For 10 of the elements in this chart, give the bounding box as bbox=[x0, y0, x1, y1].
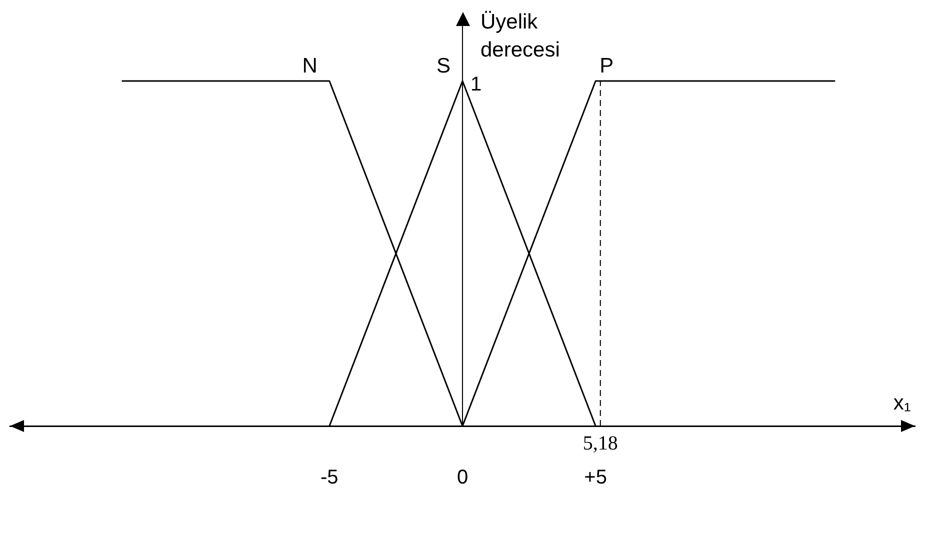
ref-line-label: 5,18 bbox=[582, 432, 618, 454]
annotation: 1 bbox=[470, 74, 482, 96]
x-axis-title: x₁ bbox=[893, 391, 911, 414]
x-tick-label: 0 bbox=[456, 466, 468, 489]
x-tick-label: +5 bbox=[584, 466, 607, 489]
x-tick-label: -5 bbox=[320, 466, 338, 489]
series-label: N bbox=[302, 54, 318, 78]
y-axis-title: Üyelik derecesi bbox=[480, 10, 560, 62]
series-label: S bbox=[436, 54, 450, 78]
series-label: P bbox=[600, 54, 614, 78]
